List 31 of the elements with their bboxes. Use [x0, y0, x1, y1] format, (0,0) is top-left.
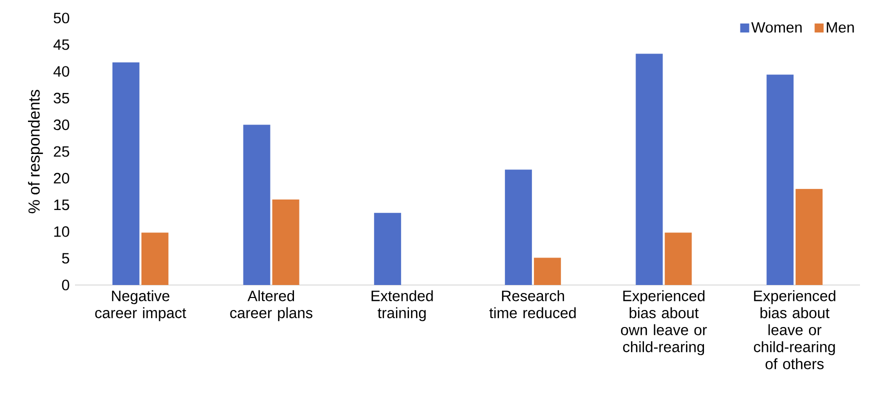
- bar: [272, 200, 300, 285]
- bar: [766, 74, 794, 285]
- bar: [534, 258, 561, 285]
- y-tick-label: 10: [54, 226, 70, 237]
- y-tick-label: 5: [62, 253, 70, 264]
- bar: [504, 170, 532, 285]
- bar: [796, 188, 823, 285]
- y-tick-label: 30: [54, 119, 70, 130]
- legend-label: Women: [751, 22, 802, 33]
- x-tick-label: Extended training: [372, 290, 433, 322]
- y-tick-label: 40: [53, 66, 70, 77]
- y-tick-label: 35: [54, 92, 70, 104]
- bar: [243, 124, 270, 285]
- bar: [636, 54, 663, 285]
- y-tick-label: 15: [54, 200, 70, 210]
- x-tick-label: Altered career plans: [230, 290, 312, 322]
- y-tick-label: 25: [54, 146, 70, 157]
- bar: [141, 232, 168, 285]
- bar: [374, 212, 402, 285]
- legend-label: Men: [826, 22, 854, 33]
- y-tick-label: 45: [53, 39, 70, 50]
- x-tick-label: Experienced bias about leave or child-rearing of others: [754, 290, 836, 370]
- y-axis-title: % of respondents: [28, 90, 43, 214]
- bar: [664, 232, 692, 285]
- bar: [112, 62, 140, 285]
- y-tick-label: 0: [62, 280, 70, 290]
- y-tick-label: 20: [54, 172, 70, 184]
- x-tick-label: Experienced bias about own leave or child-rearing: [621, 290, 707, 356]
- y-tick-label: 50: [54, 12, 70, 24]
- x-tick-label: Research time reduced: [489, 290, 576, 318]
- x-tick-label: Negative career impact: [95, 290, 186, 322]
